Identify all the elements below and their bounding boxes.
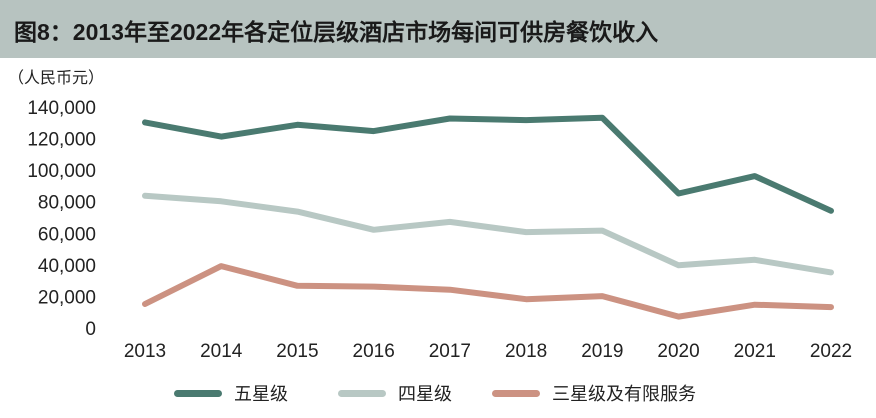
legend-item: 五星级 xyxy=(174,376,288,410)
legend-label: 三星级及有限服务 xyxy=(552,384,696,404)
y-tick-label: 60,000 xyxy=(38,224,96,245)
x-tick-label: 2021 xyxy=(734,341,776,362)
legend-label: 四星级 xyxy=(398,384,452,404)
x-tick-label: 2022 xyxy=(810,341,852,362)
y-tick-label: 140,000 xyxy=(27,98,96,119)
legend-label: 五星级 xyxy=(234,384,288,404)
legend-swatch xyxy=(338,389,386,397)
series-lines xyxy=(142,114,834,320)
chart-title: 图8：2013年至2022年各定位层级酒店市场每间可供房餐饮收入 xyxy=(14,19,659,45)
legend-swatch xyxy=(492,389,540,397)
x-tick-label: 2018 xyxy=(505,341,547,362)
legend-swatch xyxy=(174,389,222,397)
chart-legend: 五星级 四星级 三星级及有限服务 xyxy=(0,376,876,410)
chart-title-bar: 图8：2013年至2022年各定位层级酒店市场每间可供房餐饮收入 xyxy=(0,0,876,58)
x-tick-label: 2019 xyxy=(581,341,623,362)
y-tick-label: 0 xyxy=(85,319,96,340)
x-tick-label: 2015 xyxy=(276,341,318,362)
y-tick-label: 120,000 xyxy=(27,130,96,151)
x-tick-label: 2017 xyxy=(429,341,471,362)
y-tick-label: 80,000 xyxy=(38,193,96,214)
x-tick-label: 2016 xyxy=(353,341,395,362)
series-line-2 xyxy=(142,263,834,320)
series-line-1 xyxy=(142,192,834,276)
line-chart: 0 20,000 40,000 60,000 80,000 100,000 120,000 1… xyxy=(27,98,852,362)
x-tick-label: 2014 xyxy=(200,341,243,362)
series-line-0 xyxy=(142,114,834,214)
y-tick-label: 40,000 xyxy=(38,256,96,277)
x-tick-label: 2020 xyxy=(657,341,699,362)
y-axis-ticks: 0 20,000 40,000 60,000 80,000 100,000 120,000 1… xyxy=(27,98,96,340)
y-tick-label: 100,000 xyxy=(27,161,96,182)
y-axis-unit-label: （人民币元） xyxy=(8,70,105,87)
legend-item: 四星级 xyxy=(338,376,452,410)
x-tick-label: 2013 xyxy=(124,341,166,362)
legend-item: 三星级及有限服务 xyxy=(492,376,696,410)
x-axis-ticks: 2013 2014 2015 2016 2017 2018 2019 2020 2021 2022 xyxy=(124,341,852,362)
y-tick-label: 20,000 xyxy=(38,287,96,308)
